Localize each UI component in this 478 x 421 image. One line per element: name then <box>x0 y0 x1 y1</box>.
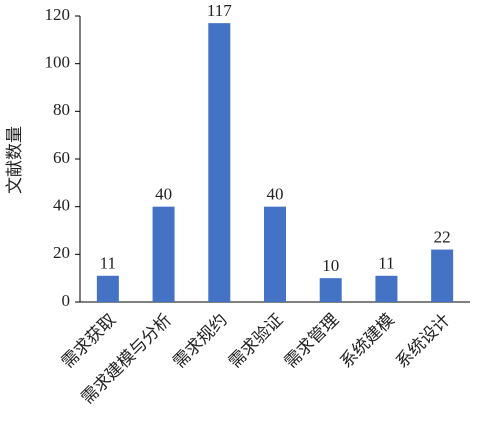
data-label: 10 <box>322 256 339 275</box>
bar <box>264 206 286 302</box>
y-tick-label: 0 <box>62 291 71 310</box>
bar <box>208 23 231 303</box>
x-tick-label: 系统建模 <box>337 310 399 372</box>
y-tick-label: 40 <box>53 196 70 215</box>
y-tick-label: 120 <box>45 5 71 24</box>
y-axis-label: 文献数量 <box>5 126 24 194</box>
data-label: 11 <box>100 254 116 273</box>
data-label: 22 <box>434 227 451 246</box>
bar <box>431 249 454 302</box>
x-tick-label: 需求验证 <box>225 310 287 372</box>
y-tick-label: 100 <box>45 53 71 72</box>
y-tick-label: 20 <box>53 243 70 262</box>
y-tick-label: 60 <box>53 148 70 167</box>
bar <box>375 275 398 302</box>
x-tick-label: 系统设计 <box>392 310 454 372</box>
bar <box>319 278 342 302</box>
x-tick-label: 需求管理 <box>281 310 343 372</box>
data-label: 40 <box>267 185 284 204</box>
y-tick-label: 80 <box>53 100 70 119</box>
x-tick-label: 需求规约 <box>169 310 231 372</box>
data-label: 40 <box>155 185 172 204</box>
data-label: 11 <box>378 254 394 273</box>
bar <box>152 206 175 302</box>
data-label: 117 <box>207 1 232 20</box>
bar <box>96 275 119 302</box>
